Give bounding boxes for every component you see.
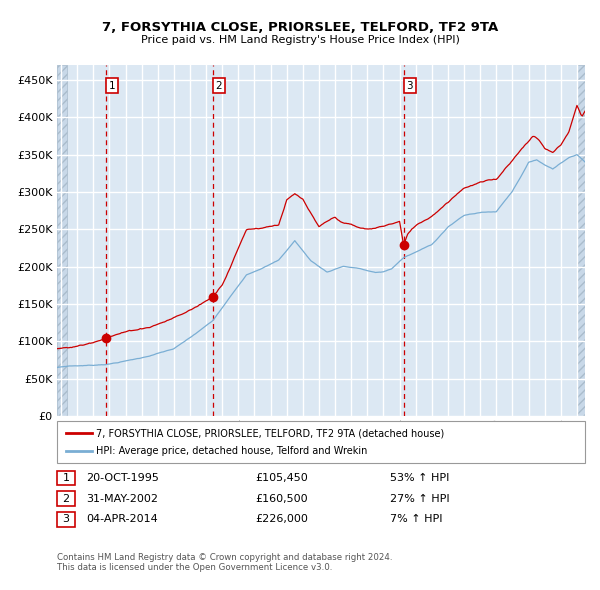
Text: 04-APR-2014: 04-APR-2014 — [86, 514, 158, 524]
Text: Price paid vs. HM Land Registry's House Price Index (HPI): Price paid vs. HM Land Registry's House … — [140, 35, 460, 45]
Text: 2: 2 — [62, 494, 70, 503]
Text: £160,500: £160,500 — [255, 494, 308, 503]
Text: 53% ↑ HPI: 53% ↑ HPI — [390, 473, 449, 483]
Text: 7% ↑ HPI: 7% ↑ HPI — [390, 514, 443, 524]
Text: £105,450: £105,450 — [255, 473, 308, 483]
Text: Contains HM Land Registry data © Crown copyright and database right 2024.: Contains HM Land Registry data © Crown c… — [57, 553, 392, 562]
Text: 1: 1 — [62, 473, 70, 483]
Text: 7, FORSYTHIA CLOSE, PRIORSLEE, TELFORD, TF2 9TA (detached house): 7, FORSYTHIA CLOSE, PRIORSLEE, TELFORD, … — [96, 428, 444, 438]
Text: 20-OCT-1995: 20-OCT-1995 — [86, 473, 158, 483]
Text: 3: 3 — [407, 81, 413, 91]
Text: This data is licensed under the Open Government Licence v3.0.: This data is licensed under the Open Gov… — [57, 563, 332, 572]
Text: 27% ↑ HPI: 27% ↑ HPI — [390, 494, 449, 503]
Text: 31-MAY-2002: 31-MAY-2002 — [86, 494, 158, 503]
Text: 7, FORSYTHIA CLOSE, PRIORSLEE, TELFORD, TF2 9TA: 7, FORSYTHIA CLOSE, PRIORSLEE, TELFORD, … — [102, 21, 498, 34]
Text: 3: 3 — [62, 514, 70, 524]
Text: 2: 2 — [215, 81, 222, 91]
Text: £226,000: £226,000 — [255, 514, 308, 524]
Text: 1: 1 — [109, 81, 116, 91]
Text: HPI: Average price, detached house, Telford and Wrekin: HPI: Average price, detached house, Telf… — [96, 446, 367, 456]
